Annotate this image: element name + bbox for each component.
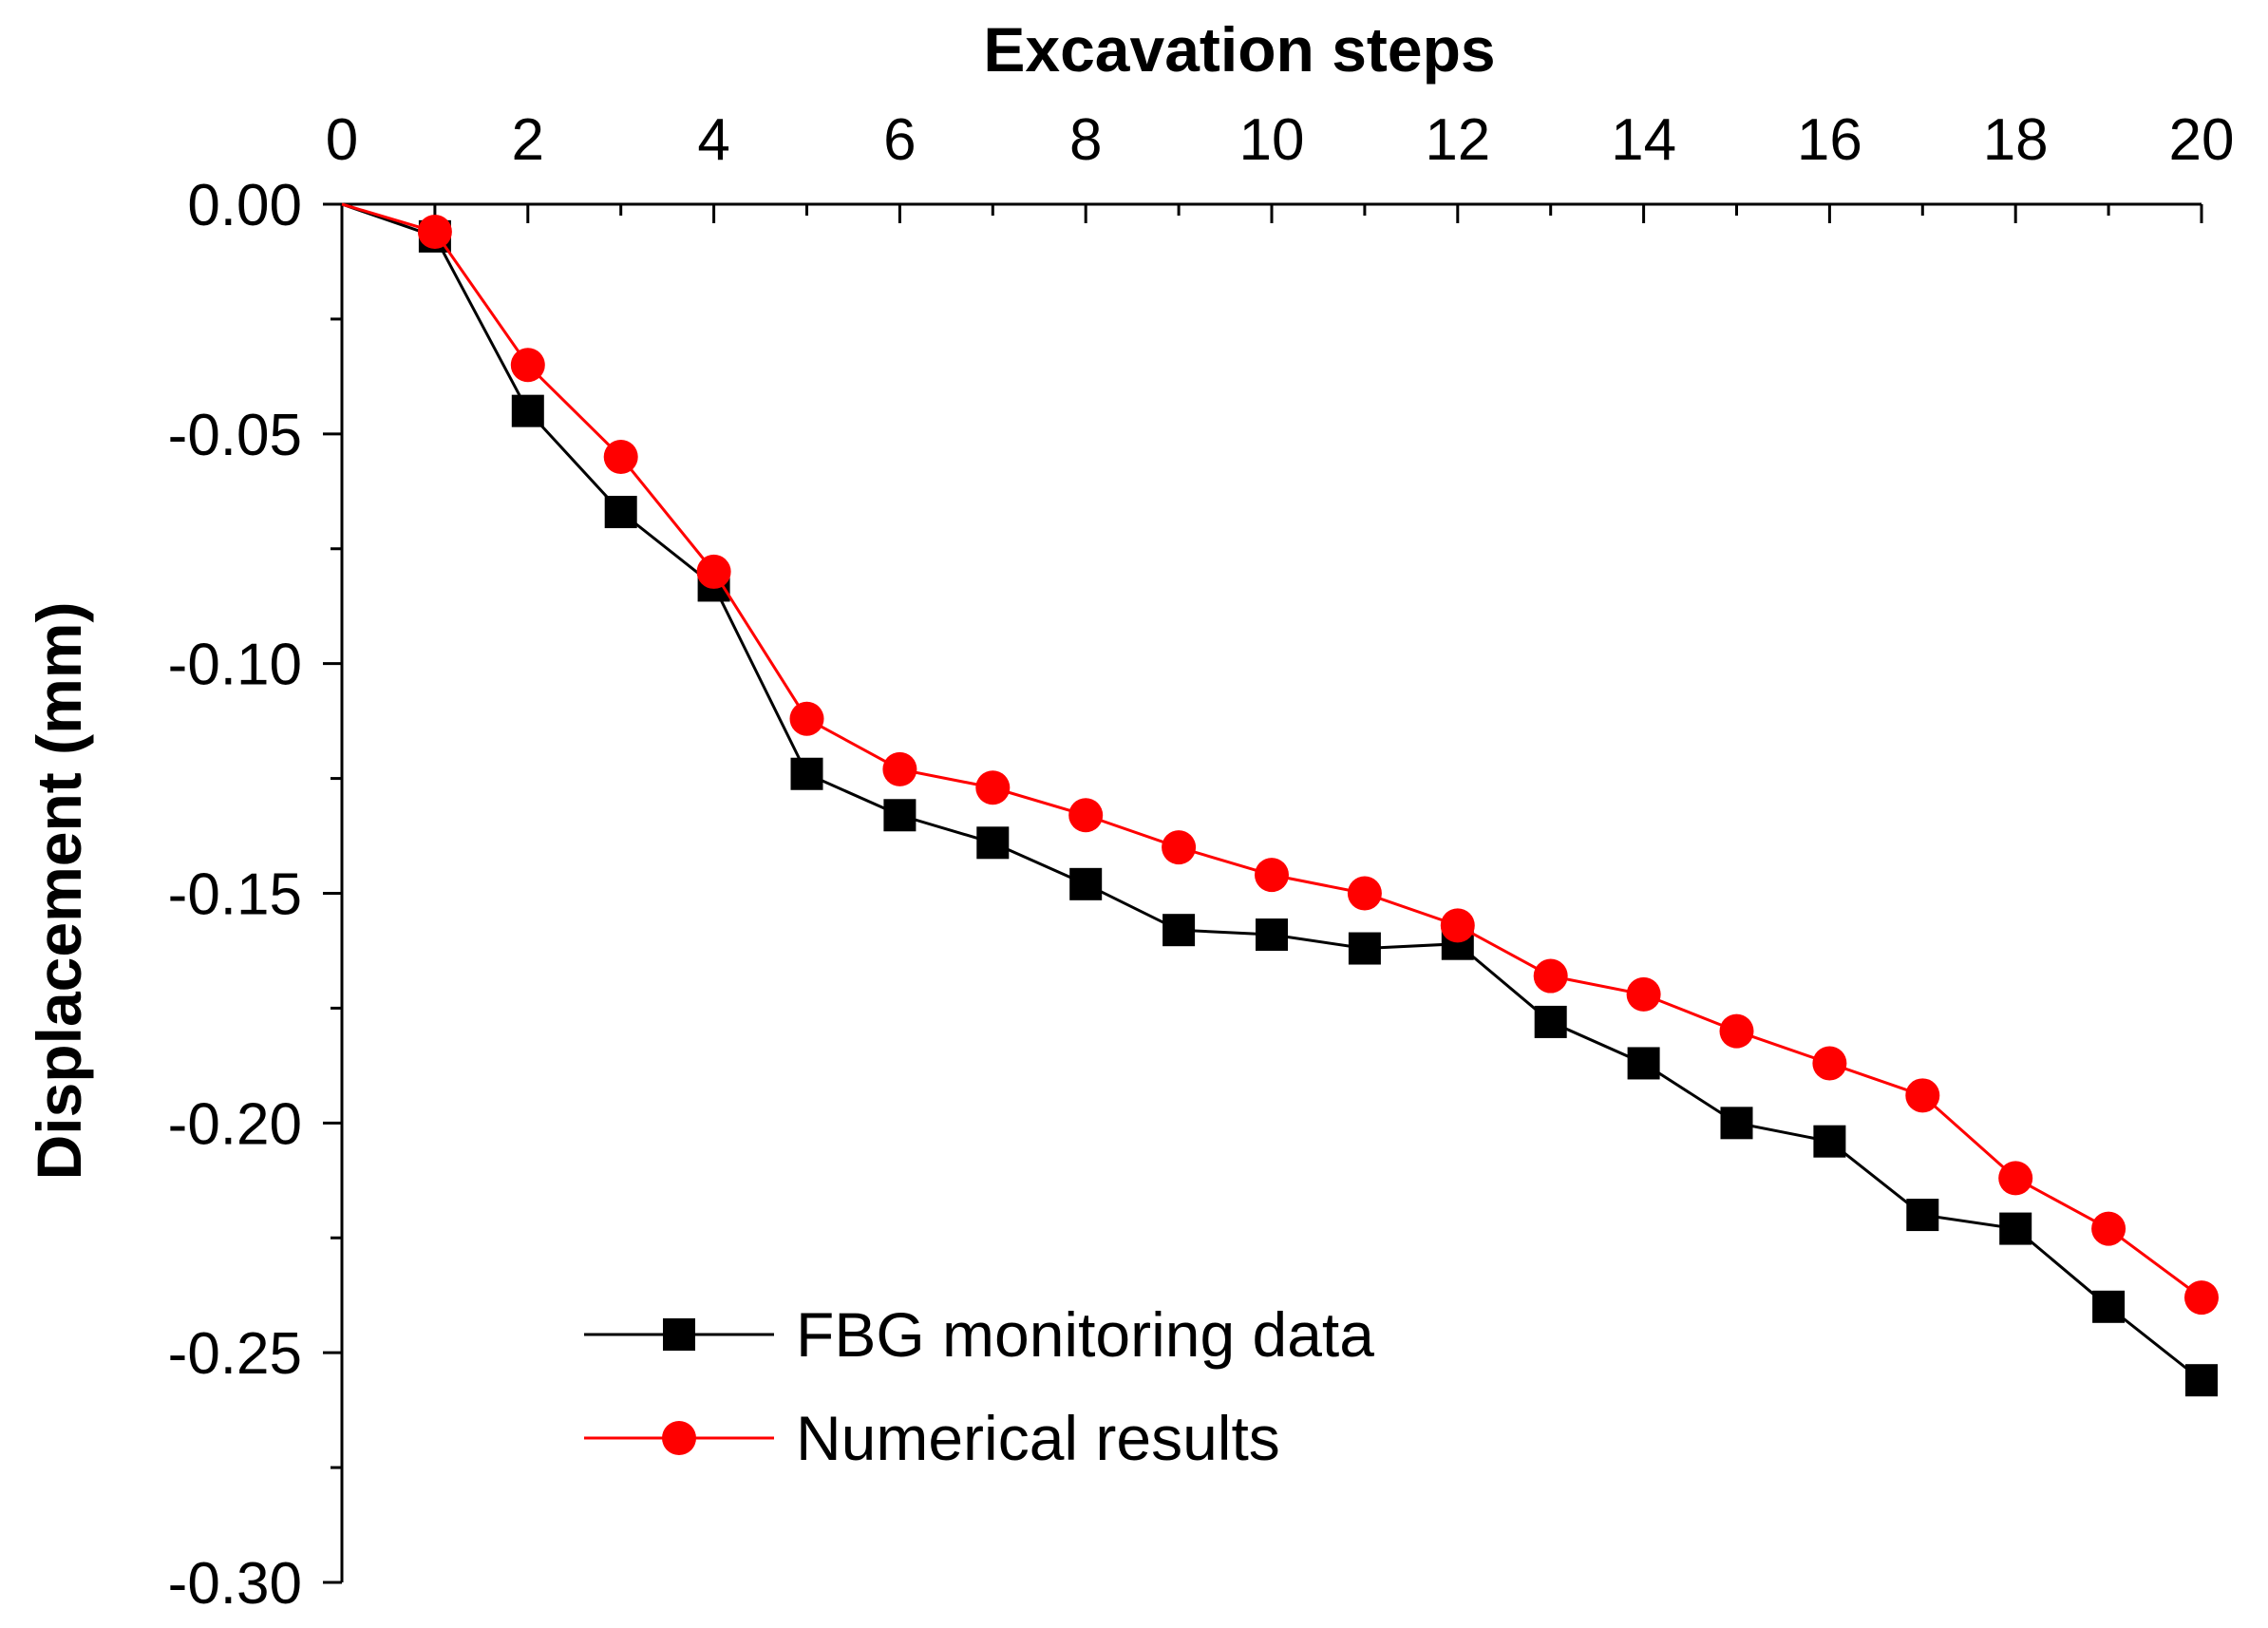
x-tick-label: 14 bbox=[1611, 107, 1676, 173]
y-ticks bbox=[323, 202, 342, 1584]
x-tick-label: 20 bbox=[2169, 107, 2235, 173]
legend-marker-numerical bbox=[662, 1421, 696, 1455]
legend-label-numerical: Numerical results bbox=[796, 1403, 1280, 1473]
x-tick-label: 6 bbox=[883, 107, 916, 173]
data-point bbox=[1627, 1047, 1660, 1080]
x-tick-label: 16 bbox=[1797, 107, 1862, 173]
data-point bbox=[2092, 1290, 2126, 1323]
x-tick-label: 18 bbox=[1983, 107, 2049, 173]
data-point bbox=[1999, 1212, 2032, 1245]
data-point bbox=[1162, 914, 1196, 947]
data-point bbox=[1440, 908, 1475, 943]
y-tick-labels: 0.00 -0.05 -0.10 -0.15 -0.20 -0.25 -0.30 bbox=[168, 173, 302, 1617]
x-axis-title: Excavation steps bbox=[983, 14, 1495, 85]
series-1 bbox=[341, 202, 2219, 1316]
y-tick-label: -0.20 bbox=[168, 1091, 302, 1157]
data-point bbox=[510, 348, 545, 383]
legend-entry-fbg: FBG monitoring data bbox=[584, 1299, 1374, 1370]
x-tick-label: 8 bbox=[1069, 107, 1102, 173]
y-tick-label: -0.15 bbox=[168, 862, 302, 928]
x-tick-label: 0 bbox=[326, 107, 358, 173]
data-point bbox=[1256, 918, 1288, 952]
data-point bbox=[976, 826, 1010, 860]
data-point bbox=[1162, 830, 1197, 865]
data-point bbox=[1813, 1125, 1846, 1158]
x-tick-label: 2 bbox=[512, 107, 544, 173]
data-point bbox=[1905, 1078, 1940, 1113]
data-point bbox=[603, 440, 638, 475]
data-point bbox=[790, 757, 823, 790]
data-point bbox=[511, 394, 544, 427]
data-point bbox=[604, 496, 637, 529]
data-point bbox=[1348, 932, 1381, 965]
x-tick-label: 4 bbox=[697, 107, 729, 173]
data-point bbox=[1626, 976, 1661, 1012]
y-axis-title: Displacement (mm) bbox=[24, 602, 94, 1181]
y-tick-label: -0.30 bbox=[168, 1551, 302, 1617]
x-tick-label: 12 bbox=[1425, 107, 1490, 173]
data-point bbox=[417, 215, 452, 250]
series-0 bbox=[341, 202, 2218, 1397]
data-point bbox=[1533, 958, 1568, 994]
x-tick-labels: 0 2 4 6 8 10 12 14 16 18 20 bbox=[326, 107, 2235, 173]
data-point bbox=[1068, 798, 1104, 833]
data-point bbox=[975, 770, 1011, 805]
y-tick-label: 0.00 bbox=[187, 173, 302, 238]
data-point bbox=[2091, 1211, 2126, 1246]
data-point bbox=[789, 701, 824, 736]
data-point bbox=[1998, 1161, 2033, 1196]
data-point bbox=[1534, 1005, 1567, 1038]
data-point bbox=[2185, 1364, 2218, 1397]
x-ticks bbox=[340, 204, 2203, 223]
data-point bbox=[1906, 1199, 1939, 1232]
data-point bbox=[1347, 876, 1382, 911]
axes bbox=[340, 202, 2202, 1582]
legend-entry-numerical: Numerical results bbox=[584, 1403, 1280, 1473]
data-point bbox=[1812, 1046, 1847, 1081]
data-point bbox=[1719, 1013, 1754, 1049]
y-tick-label: -0.05 bbox=[168, 403, 302, 468]
series-line bbox=[341, 202, 2202, 1299]
legend: FBG monitoring data Numerical results bbox=[584, 1299, 1374, 1473]
data-point bbox=[883, 799, 917, 832]
data-point bbox=[696, 554, 731, 589]
data-point bbox=[1255, 858, 1289, 893]
data-point bbox=[1069, 867, 1103, 900]
y-tick-label: -0.10 bbox=[168, 633, 302, 698]
data-point bbox=[2184, 1280, 2219, 1316]
y-tick-label: -0.25 bbox=[168, 1321, 302, 1387]
data-point bbox=[882, 751, 917, 786]
legend-marker-fbg bbox=[663, 1318, 695, 1351]
data-point bbox=[1720, 1107, 1753, 1140]
legend-label-fbg: FBG monitoring data bbox=[796, 1299, 1374, 1370]
series-layer bbox=[341, 202, 2219, 1397]
x-tick-label: 10 bbox=[1239, 107, 1305, 173]
